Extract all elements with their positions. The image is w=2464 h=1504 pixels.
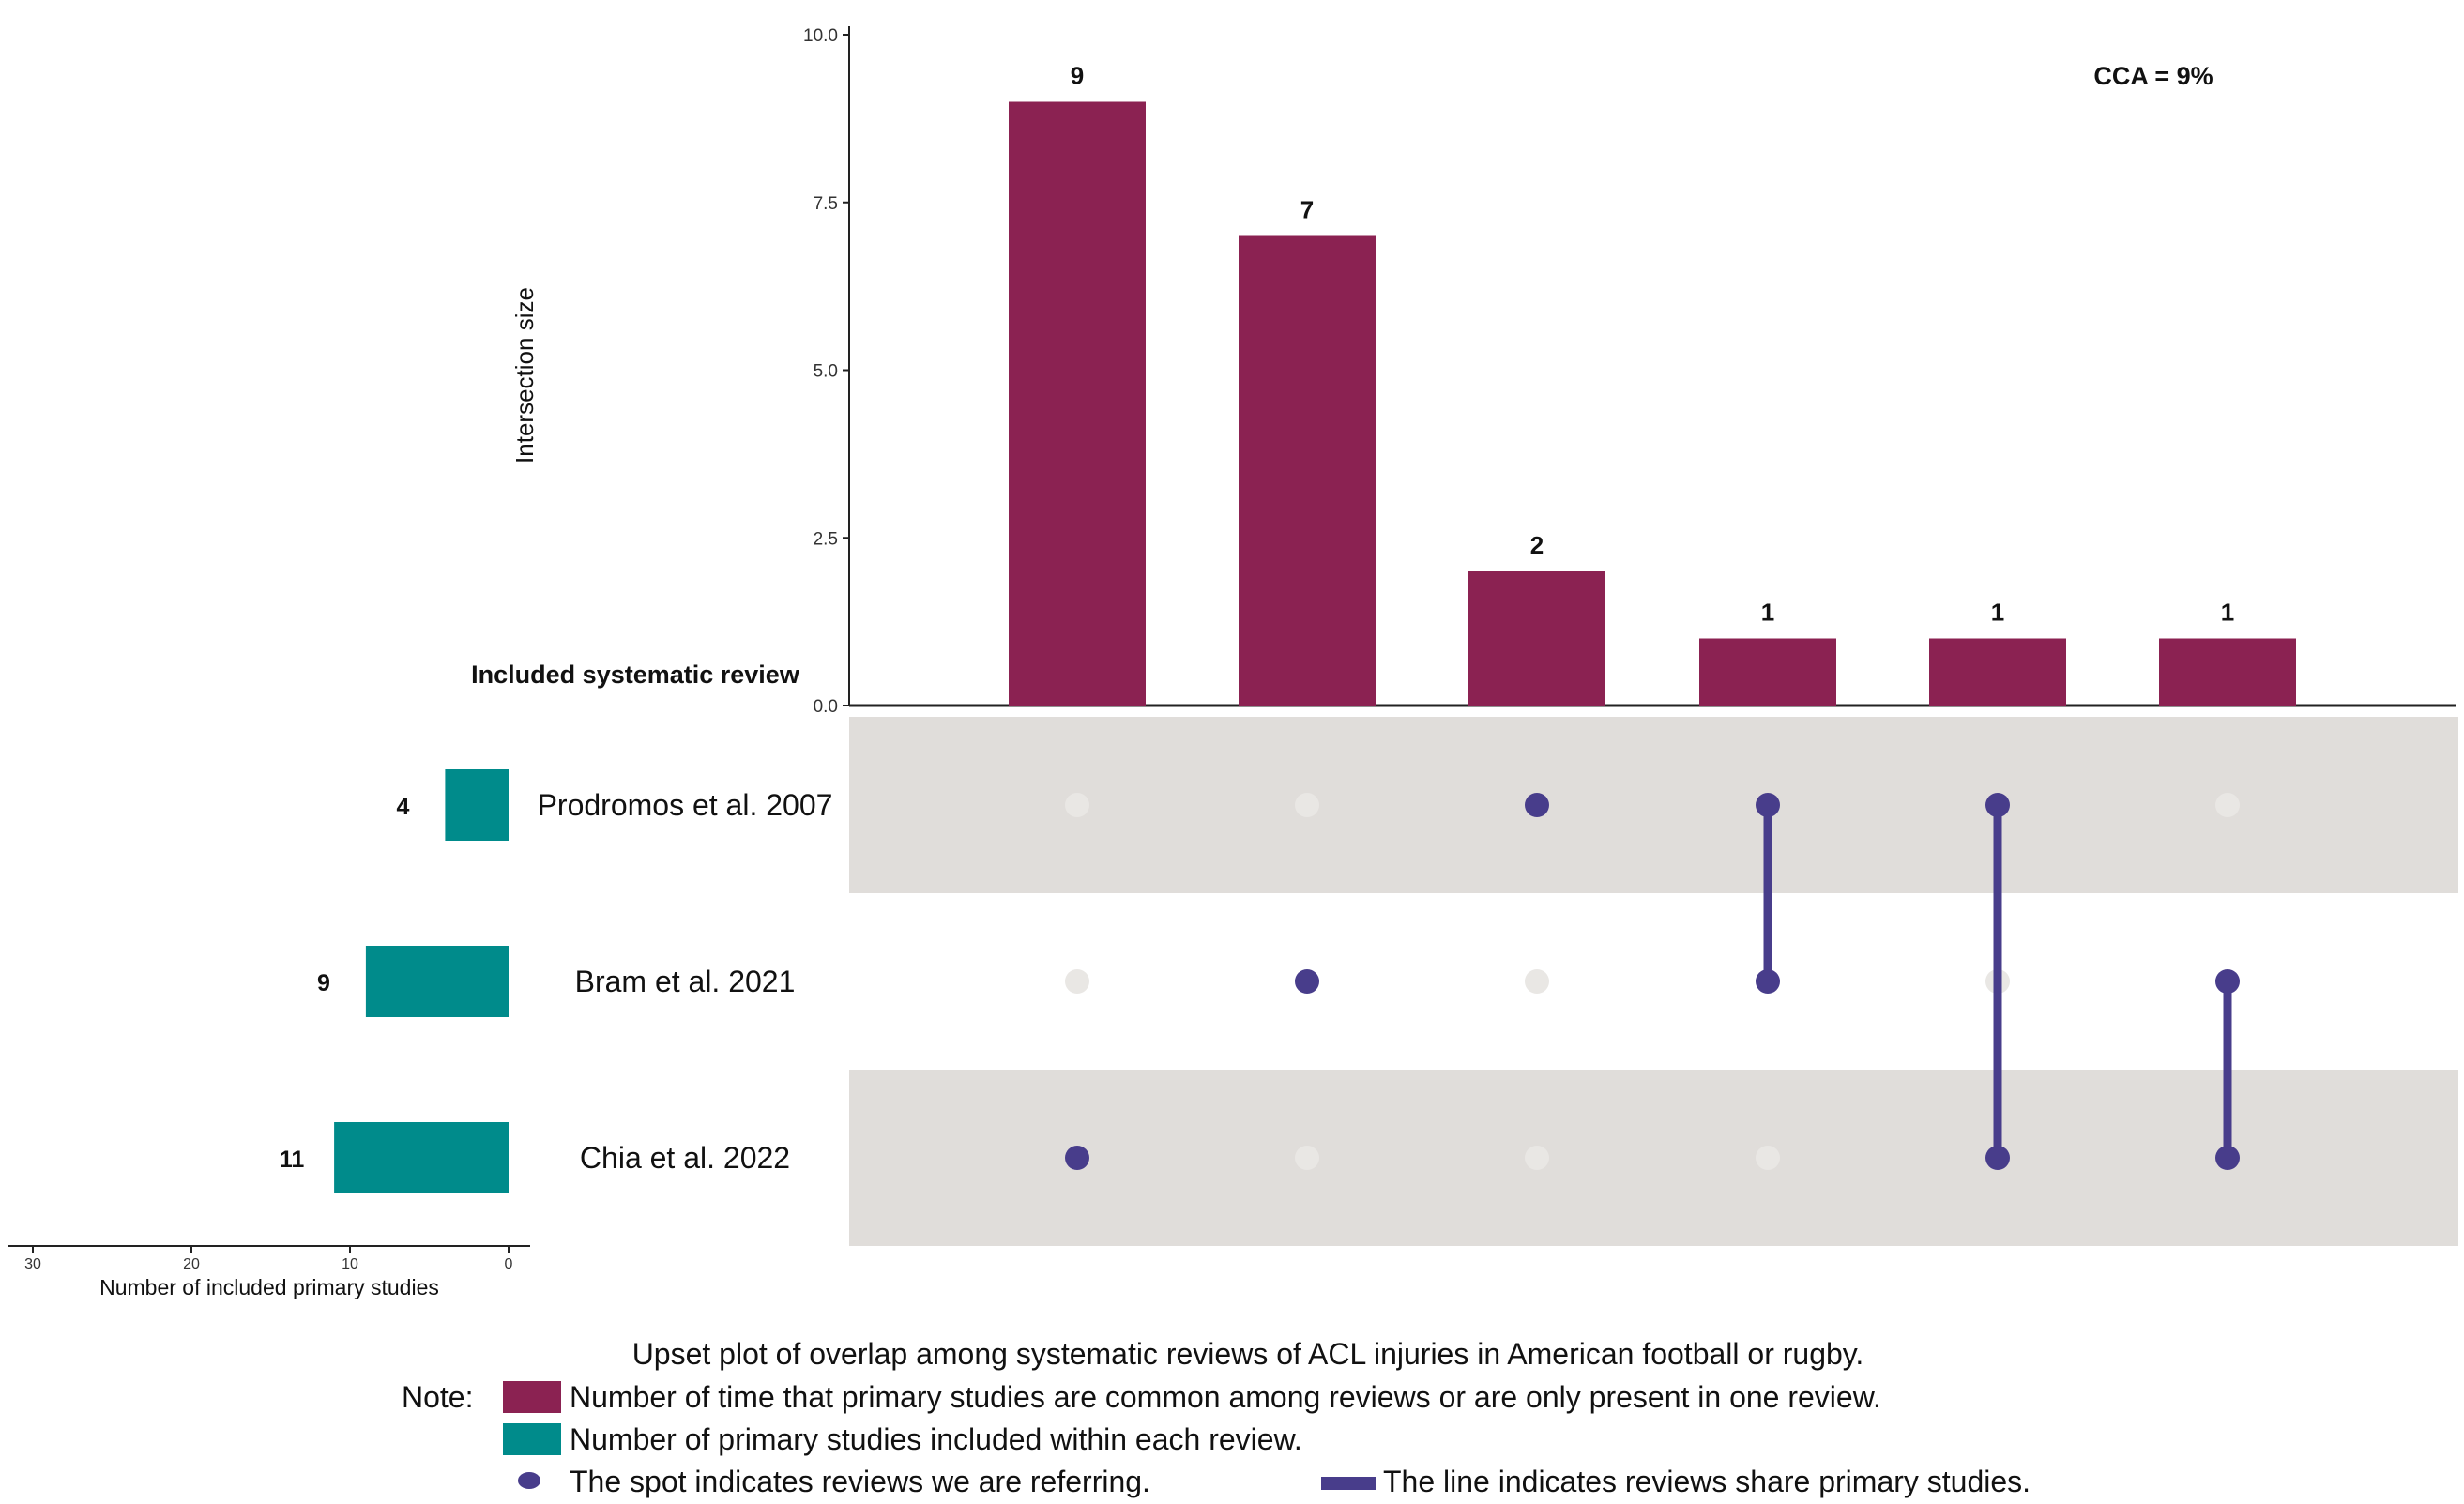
set-size-label: 11 — [280, 1147, 305, 1173]
membership-matrix — [1065, 793, 2240, 1170]
cca-label: CCA = 9% — [2093, 62, 2213, 90]
legend-bar-text: Number of time that primary studies are … — [570, 1380, 1881, 1414]
intersection-bar — [1468, 571, 1605, 706]
matrix-dot-active — [1756, 793, 1780, 817]
matrix-dot-active — [1065, 1146, 1089, 1170]
matrix-dot-active — [1525, 793, 1549, 817]
intersection-bar-label: 7 — [1300, 196, 1314, 224]
intersection-bar — [1699, 638, 1836, 706]
set-size-bar — [365, 946, 509, 1017]
intersection-bar-label: 1 — [1761, 599, 1774, 627]
y-axis-label: Intersection size — [510, 287, 539, 463]
set-size-tick-label: 10 — [342, 1256, 358, 1272]
matrix-dot-active — [1756, 969, 1780, 994]
set-names: Prodromos et al. 2007 Bram et al. 2021 Chi… — [538, 788, 833, 1175]
intersection-bar — [1239, 235, 1376, 706]
legend: Note: Number of time that primary studie… — [402, 1380, 2031, 1498]
y-tick-label: 2.5 — [814, 529, 838, 549]
intersection-bar-label: 1 — [1991, 599, 2004, 627]
matrix-dot-inactive — [1065, 969, 1089, 994]
matrix-dot-active — [1985, 1146, 2010, 1170]
set-size-axis-label: Number of included primary studies — [99, 1275, 439, 1299]
set-name: Chia et al. 2022 — [580, 1141, 790, 1175]
y-tick-label: 7.5 — [814, 194, 838, 214]
matrix-dot-active — [1295, 969, 1319, 994]
matrix-dot-active — [2215, 1146, 2240, 1170]
legend-dot-text: The spot indicates reviews we are referr… — [570, 1465, 1150, 1498]
matrix-dot-active — [2215, 969, 2240, 994]
set-size-tick-label: 0 — [505, 1256, 513, 1272]
intersection-bar — [2159, 638, 2296, 706]
matrix-dot-inactive — [1295, 793, 1319, 817]
legend-set-swatch — [503, 1423, 561, 1455]
set-size-axis-ticks: 30 20 10 0 — [24, 1246, 513, 1272]
set-size-bar — [445, 769, 509, 841]
set-size-tick-label: 20 — [183, 1256, 200, 1272]
legend-dot-swatch — [518, 1472, 540, 1489]
set-size-labels: 4 9 11 — [280, 794, 410, 1173]
intersection-bars — [1009, 101, 2296, 706]
legend-set-text: Number of primary studies included withi… — [570, 1422, 1302, 1456]
intersection-bar-labels: 9 7 2 1 1 1 — [1071, 62, 2234, 627]
matrix-dot-inactive — [1295, 1146, 1319, 1170]
matrix-dot-inactive — [1065, 793, 1089, 817]
intersection-bar-label: 2 — [1530, 531, 1544, 559]
y-tick-label: 5.0 — [814, 362, 838, 382]
sets-title: Included systematic review — [471, 661, 800, 689]
legend-bar-swatch — [503, 1381, 561, 1413]
y-tick-label: 10.0 — [803, 26, 838, 46]
intersection-bar-label: 1 — [2221, 599, 2234, 627]
set-name: Bram et al. 2021 — [575, 965, 796, 998]
intersection-bar-label: 9 — [1071, 62, 1084, 90]
matrix-band — [849, 1070, 2458, 1246]
matrix-dot-inactive — [1756, 1146, 1780, 1170]
set-size-bar — [334, 1122, 509, 1193]
set-name: Prodromos et al. 2007 — [538, 788, 833, 822]
y-axis-ticks: 10.0 7.5 5.0 2.5 0.0 — [803, 26, 849, 717]
intersection-bar — [1929, 638, 2066, 706]
set-size-bars — [334, 769, 509, 1193]
legend-line-text: The line indicates reviews share primary… — [1383, 1465, 2031, 1498]
matrix-bands — [849, 717, 2458, 1246]
set-size-label: 4 — [396, 794, 409, 820]
matrix-dot-inactive — [1525, 969, 1549, 994]
legend-line-swatch — [1321, 1477, 1376, 1490]
set-size-label: 9 — [317, 970, 330, 996]
matrix-dot-active — [1985, 793, 2010, 817]
matrix-band — [849, 717, 2458, 893]
set-size-tick-label: 30 — [24, 1256, 41, 1272]
intersection-bar — [1009, 101, 1146, 706]
caption: Upset plot of overlap among systematic r… — [632, 1337, 1864, 1371]
matrix-dot-inactive — [2215, 793, 2240, 817]
legend-note-label: Note: — [402, 1380, 473, 1414]
matrix-dot-inactive — [1525, 1146, 1549, 1170]
y-tick-label: 0.0 — [814, 697, 838, 717]
